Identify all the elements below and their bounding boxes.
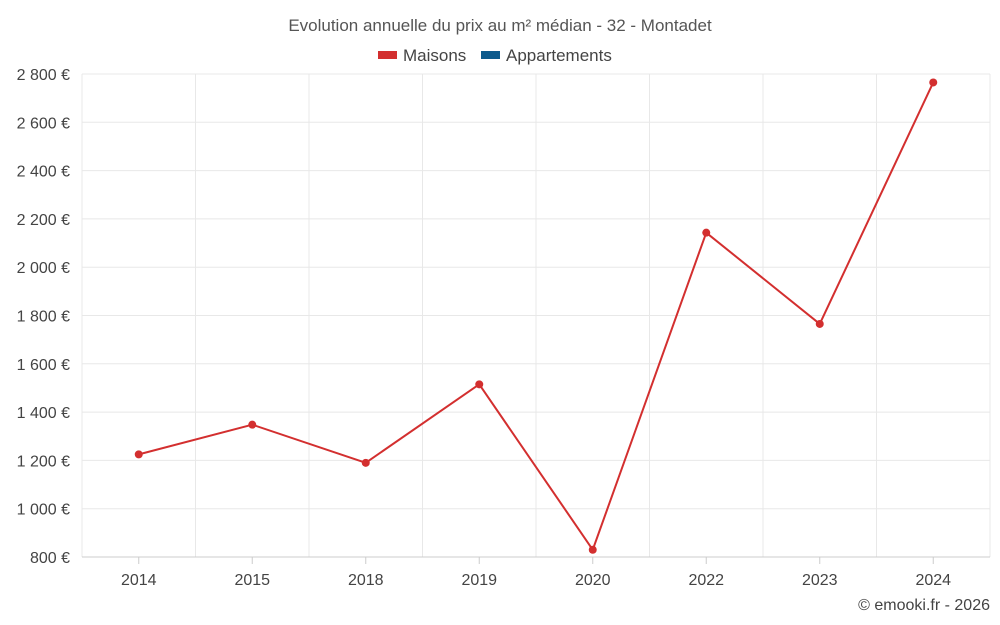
legend-label-maisons: Maisons: [403, 46, 466, 65]
legend-swatch-appartements: [481, 51, 500, 59]
y-tick-label: 1 200 €: [17, 453, 70, 470]
y-tick-label: 1 800 €: [17, 309, 70, 326]
legend-item-appartements[interactable]: Appartements: [481, 46, 612, 65]
data-point[interactable]: [588, 545, 597, 554]
x-tick-label: 2014: [121, 572, 157, 589]
y-tick-label: 1 000 €: [17, 502, 70, 519]
legend-label-appartements: Appartements: [506, 46, 612, 65]
series-maisons: [134, 78, 938, 554]
y-tick-label: 2 800 €: [17, 67, 70, 84]
data-point[interactable]: [134, 450, 143, 459]
y-tick-label: 1 400 €: [17, 405, 70, 422]
x-tick-label: 2015: [234, 572, 270, 589]
x-tick-label: 2018: [348, 572, 384, 589]
credit-text: © emooki.fr - 2026: [858, 597, 990, 614]
grid: [81, 73, 991, 557]
legend: Maisons Appartements: [378, 46, 612, 65]
chart-title: Evolution annuelle du prix au m² médian …: [288, 16, 712, 35]
series-line-maisons: [138, 82, 935, 551]
y-tick-label: 2 400 €: [17, 164, 70, 181]
x-tick-label: 2022: [688, 572, 724, 589]
x-tick-label: 2023: [802, 572, 838, 589]
y-tick-label: 2 600 €: [17, 115, 70, 132]
x-tick-label: 2019: [461, 572, 497, 589]
data-point[interactable]: [815, 319, 824, 328]
data-point[interactable]: [929, 78, 938, 87]
data-point[interactable]: [475, 380, 484, 389]
x-tick-label: 2020: [575, 572, 611, 589]
x-tick-label: 2024: [915, 572, 951, 589]
data-point[interactable]: [702, 228, 711, 237]
data-point[interactable]: [361, 458, 370, 467]
y-tick-label: 2 200 €: [17, 212, 70, 229]
legend-swatch-maisons: [378, 51, 397, 59]
x-axis: 2014 2015 2018 2019 2020 2022 2023 2024: [82, 556, 990, 589]
y-axis: 2 800 € 2 600 € 2 400 € 2 200 € 2 000 € 1 800…: [17, 67, 70, 567]
legend-item-maisons[interactable]: Maisons: [378, 46, 466, 65]
y-tick-label: 2 000 €: [17, 260, 70, 277]
data-point[interactable]: [248, 420, 257, 429]
y-tick-label: 800 €: [30, 550, 70, 567]
y-tick-label: 1 600 €: [17, 357, 70, 374]
